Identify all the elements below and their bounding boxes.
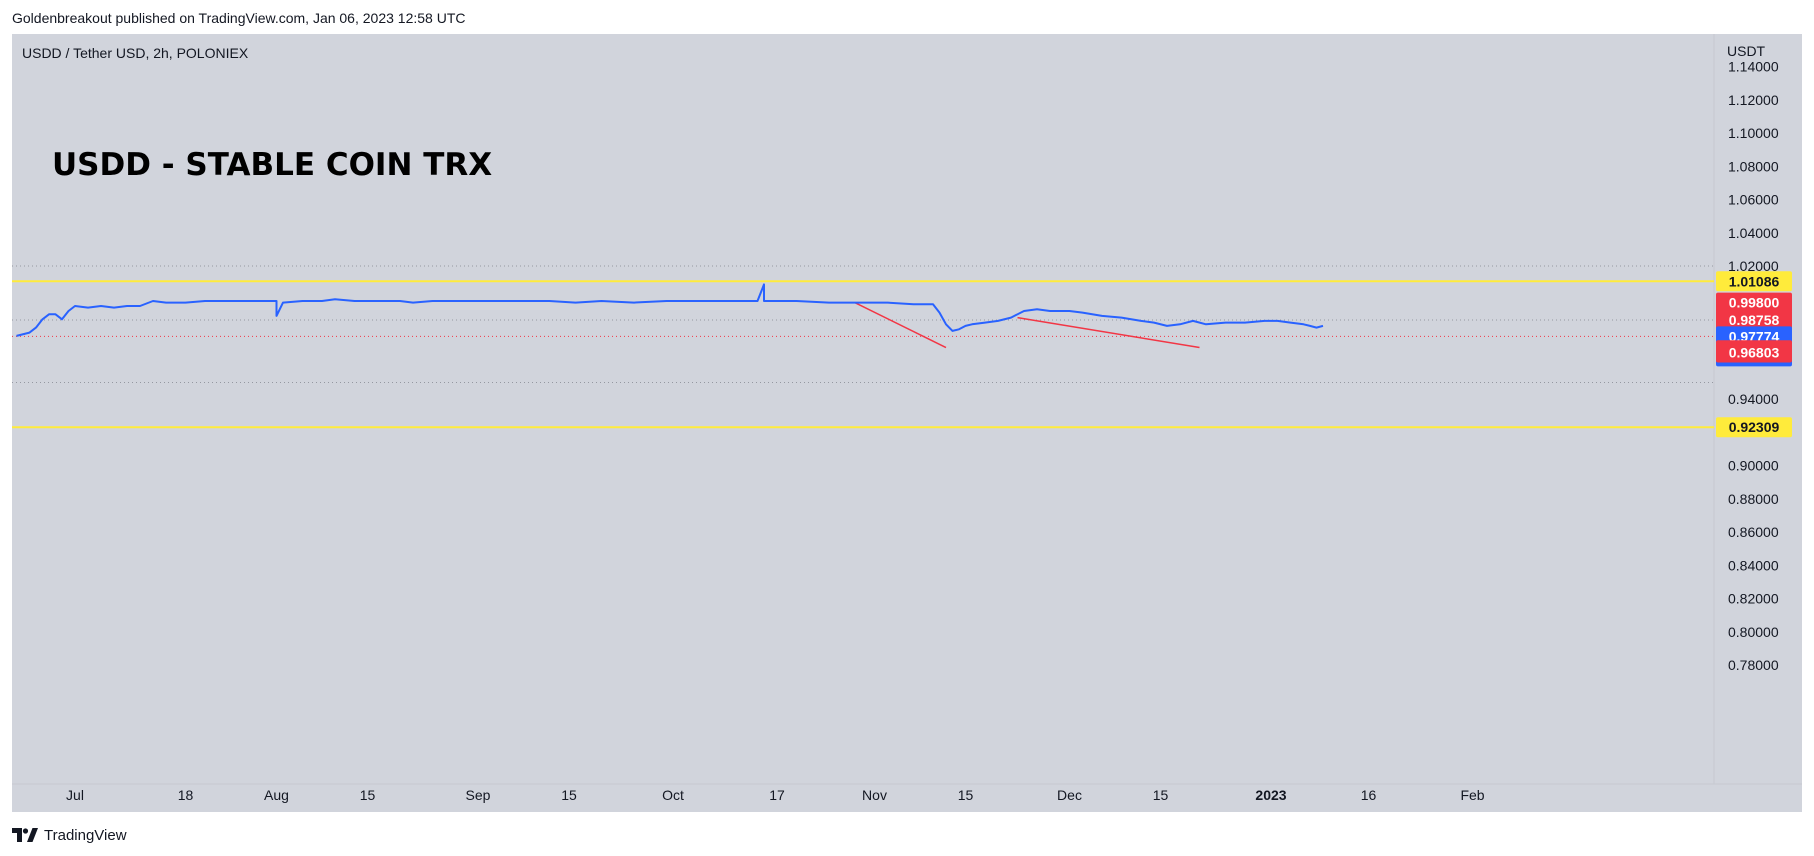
- svg-text:0.96803: 0.96803: [1729, 344, 1780, 360]
- y-tick-label-7: 0.94000: [1728, 391, 1779, 407]
- y-tick-label-13: 0.80000: [1728, 624, 1779, 640]
- plot-background: [12, 34, 1802, 812]
- x-tick-label-1: 18: [178, 787, 194, 803]
- chart-frame[interactable]: 1.14000 1.12000 1.10000 1.08000 1.06000 1.040…: [12, 34, 1802, 812]
- trendline-0[interactable]: [854, 301, 947, 349]
- footer: TradingView: [12, 825, 127, 845]
- y-tick-label-5: 1.04000: [1728, 225, 1779, 241]
- x-tick-label-9: 15: [958, 787, 974, 803]
- x-tick-label-4: Sep: [466, 787, 491, 803]
- x-tick-label-7: 17: [769, 787, 785, 803]
- price-label-0[interactable]: 1.01086: [1716, 271, 1792, 292]
- currency-label: USDT: [1727, 43, 1766, 59]
- y-tick-label-14: 0.78000: [1728, 657, 1779, 673]
- y-tick-label-12: 0.82000: [1728, 591, 1779, 607]
- price-label-5[interactable]: 0.96803: [1716, 342, 1792, 363]
- y-tick-label-9: 0.88000: [1728, 491, 1779, 507]
- price-label-1[interactable]: 0.99800: [1716, 292, 1792, 313]
- x-tick-label-3: 15: [360, 787, 376, 803]
- y-tick-label-4: 1.06000: [1728, 192, 1779, 208]
- footer-brand[interactable]: TradingView: [44, 826, 127, 844]
- price-label-2[interactable]: 0.98758: [1716, 309, 1792, 330]
- price-label-6[interactable]: 0.92309: [1716, 417, 1792, 438]
- x-tick-label-13: 16: [1361, 787, 1377, 803]
- x-tick-label-11: 15: [1153, 787, 1169, 803]
- publisher-header: Goldenbreakout published on TradingView.…: [12, 10, 466, 26]
- svg-text:1.01086: 1.01086: [1729, 273, 1780, 289]
- trendline-1[interactable]: [1017, 316, 1200, 349]
- svg-text:0.98758: 0.98758: [1729, 312, 1780, 328]
- x-tick-label-2: Aug: [264, 787, 289, 803]
- x-tick-label-14: Feb: [1460, 787, 1484, 803]
- svg-text:0.92309: 0.92309: [1729, 419, 1780, 435]
- svg-text:0.99800: 0.99800: [1729, 295, 1780, 311]
- tradingview-logo-icon[interactable]: [12, 828, 38, 842]
- y-tick-label-10: 0.86000: [1728, 524, 1779, 540]
- symbol-legend[interactable]: USDD / Tether USD, 2h, POLONIEX: [22, 45, 249, 61]
- x-tick-label-0: Jul: [66, 787, 84, 803]
- y-tick-label-2: 1.10000: [1728, 125, 1779, 141]
- y-tick-label-3: 1.08000: [1728, 158, 1779, 174]
- x-tick-label-10: Dec: [1057, 787, 1082, 803]
- y-tick-label-11: 0.84000: [1728, 557, 1779, 573]
- x-tick-label-12: 2023: [1255, 787, 1286, 803]
- x-tick-label-5: 15: [561, 787, 577, 803]
- price-chart[interactable]: 1.14000 1.12000 1.10000 1.08000 1.06000 1.040…: [12, 34, 1802, 812]
- y-tick-label-0: 1.14000: [1728, 59, 1779, 75]
- y-tick-label-6: 1.02000: [1728, 258, 1779, 274]
- y-tick-label-1: 1.12000: [1728, 92, 1779, 108]
- x-tick-label-6: Oct: [662, 787, 684, 803]
- x-tick-label-8: Nov: [862, 787, 887, 803]
- price-series-line: [16, 283, 1324, 337]
- annotation-title[interactable]: USDD - STABLE COIN TRX: [52, 147, 492, 183]
- y-tick-label-8: 0.90000: [1728, 458, 1779, 474]
